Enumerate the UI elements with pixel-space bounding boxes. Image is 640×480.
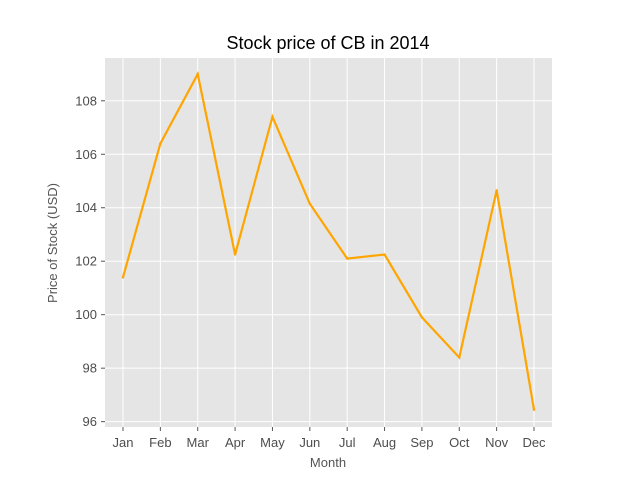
x-tick-label: Jul (339, 435, 356, 450)
x-tick-label: Feb (149, 435, 171, 450)
y-tick-label: 102 (75, 254, 97, 269)
x-tick-label: Jan (113, 435, 134, 450)
x-tick-label: Nov (485, 435, 509, 450)
chart-title: Stock price of CB in 2014 (226, 33, 429, 53)
series-layer (121, 70, 536, 411)
data-point (383, 253, 386, 256)
x-tick-label: Oct (449, 435, 470, 450)
data-point (196, 72, 199, 76)
data-point (233, 253, 237, 256)
data-point (458, 356, 461, 359)
data-point (271, 115, 274, 119)
y-tick-label: 106 (75, 147, 97, 162)
plot-area (105, 58, 552, 427)
x-tick-label: Apr (225, 435, 246, 450)
y-axis-label: Price of Stock (USD) (45, 183, 60, 303)
x-tick-label: Jun (299, 435, 320, 450)
y-tick-label: 96 (83, 414, 97, 429)
data-point (159, 142, 162, 145)
x-tick-label: May (260, 435, 285, 450)
data-point (495, 189, 498, 192)
series-line (121, 70, 536, 411)
data-point (308, 202, 312, 205)
x-tick-label: Sep (410, 435, 433, 450)
data-point (532, 408, 536, 411)
x-tick-label: Aug (373, 435, 396, 450)
y-tick-label: 100 (75, 307, 97, 322)
y-tick-label: 98 (83, 361, 97, 376)
y-tick-label: 104 (75, 200, 97, 215)
grid-lines (105, 58, 552, 427)
data-point (345, 257, 349, 260)
x-tick-label: Dec (522, 435, 546, 450)
x-tick-label: Mar (187, 435, 210, 450)
data-point (121, 276, 125, 279)
y-tick-label: 108 (75, 93, 97, 108)
axis-ticks: 96 98 100 102 104 106 108 Jan Feb Mar Apr May Jun Jul… (75, 93, 546, 450)
x-axis-label: Month (310, 455, 346, 470)
data-point (420, 316, 424, 319)
